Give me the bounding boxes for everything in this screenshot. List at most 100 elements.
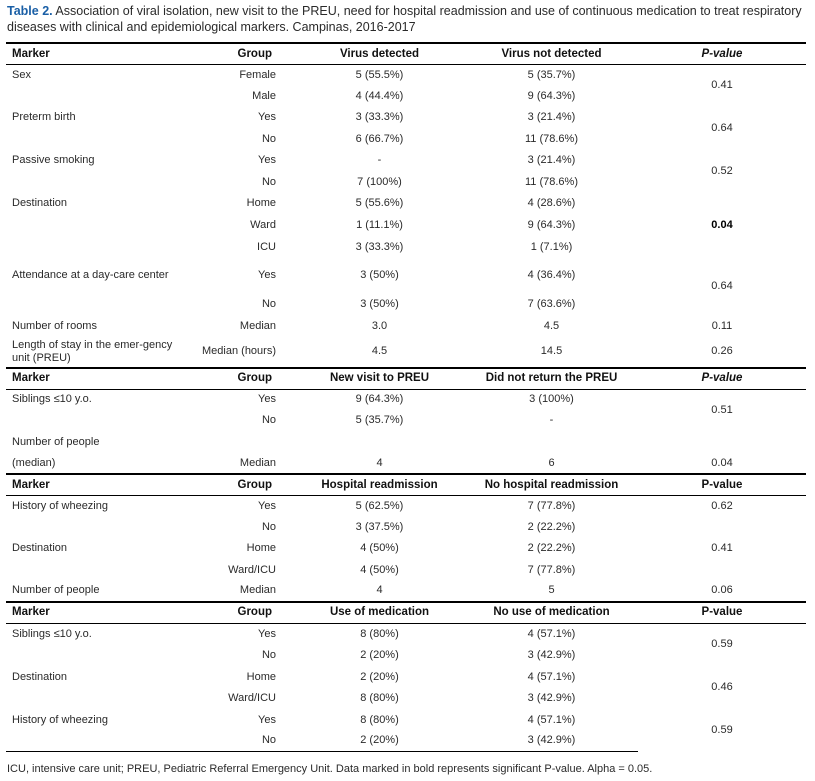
value-cell xyxy=(465,431,638,453)
marker-cell xyxy=(6,215,176,237)
header-cell: New visit to PREU xyxy=(294,366,465,390)
marker-cell xyxy=(6,517,176,538)
p-value-cell: 0.06 xyxy=(711,584,733,596)
marker-cell: Number of people xyxy=(12,435,100,448)
value-cell: 4 (28.6%) xyxy=(527,197,576,209)
table-row: No 3 (50%) 7 (63.6%) xyxy=(6,294,806,316)
section-header: Marker Group New visit to PREU Did not r… xyxy=(6,366,806,390)
table-row: (median) Median 4 6 0.04 xyxy=(6,453,806,474)
group-cell: Home xyxy=(246,542,276,554)
marker-cell: Destination xyxy=(12,542,68,554)
header-cell: P-value xyxy=(638,600,806,624)
value-cell: 4.5 xyxy=(543,319,560,332)
value-cell: 11 (78.6%) xyxy=(525,132,578,145)
group-cell: Yes xyxy=(258,111,276,123)
p-value-cell xyxy=(638,431,806,453)
marker-cell xyxy=(6,410,176,431)
value-cell: 4 xyxy=(376,456,383,469)
value-cell: 3 (50%) xyxy=(360,298,399,310)
table-row: Attendance at a day-care center Yes 3 (5… xyxy=(6,258,806,294)
p-value-cell: 0.04 xyxy=(711,218,733,231)
group-cell: Median (hours) xyxy=(202,345,276,357)
value-cell: 2 (22.2%) xyxy=(527,520,576,533)
table-row: No 2 (20%) 3 (42.9%) xyxy=(6,731,806,752)
group-cell: Median xyxy=(239,584,276,596)
marker-cell xyxy=(6,172,176,193)
caption-label: Table 2. xyxy=(7,4,53,18)
section-header: Marker Group Virus detected Virus not de… xyxy=(6,42,806,65)
value-cell: 3 (33.3%) xyxy=(355,240,404,253)
p-value-cell: 0.51 xyxy=(711,403,733,416)
table-row: Destination Home 2 (20%) 4 (57.1%) 0.46 xyxy=(6,666,806,694)
marker-cell xyxy=(6,294,176,316)
table-row: History of wheezing Yes 8 (80%) 4 (57.1%… xyxy=(6,709,806,736)
marker-cell xyxy=(6,129,176,150)
header-cell: Group xyxy=(176,473,294,496)
marker-cell: Siblings ≤10 y.o. xyxy=(12,393,92,406)
marker-cell: Preterm birth xyxy=(12,111,76,123)
marker-cell: Siblings ≤10 y.o. xyxy=(12,627,92,640)
value-cell: 3 (42.9%) xyxy=(527,692,576,704)
value-cell: 8 (80%) xyxy=(360,692,399,704)
value-cell: 8 (80%) xyxy=(360,713,399,726)
header-cell: Did not return the PREU xyxy=(465,366,638,390)
table-footnote: ICU, intensive care unit; PREU, Pediatri… xyxy=(7,763,653,775)
p-value-cell: 0.64 xyxy=(711,280,733,292)
group-cell: Yes xyxy=(258,269,276,281)
value-cell: 4 (57.1%) xyxy=(527,627,576,640)
marker-cell xyxy=(6,731,176,752)
value-cell: 4 (50%) xyxy=(360,563,399,576)
value-cell: 4 (50%) xyxy=(360,542,399,554)
value-cell: 3 (21.4%) xyxy=(527,111,576,123)
value-cell xyxy=(294,431,465,453)
value-cell: 4.5 xyxy=(371,345,388,357)
header-cell: Virus detected xyxy=(294,42,465,65)
value-cell: 9 (64.3%) xyxy=(527,89,576,102)
header-cell: Marker xyxy=(6,42,176,65)
value-cell: 2 (22.2%) xyxy=(527,542,576,554)
group-cell: Median xyxy=(239,319,276,332)
table-row: No 3 (37.5%) 2 (22.2%) xyxy=(6,517,806,538)
marker-cell: Destination xyxy=(12,670,68,683)
value-cell: 2 (20%) xyxy=(360,649,399,661)
header-cell: Marker xyxy=(6,473,176,496)
p-value-cell: 0.52 xyxy=(711,164,733,177)
value-cell: 4 (57.1%) xyxy=(527,670,576,683)
value-cell: 1 (7.1%) xyxy=(530,240,573,253)
table-row: Length of stay in the emer-gency unit (P… xyxy=(6,337,806,368)
p-value-cell: 0.41 xyxy=(711,79,733,92)
value-cell: 4 (57.1%) xyxy=(527,713,576,726)
group-cell: No xyxy=(261,132,276,145)
value-cell: 6 (66.7%) xyxy=(355,132,404,145)
table-row: Ward/ICU 8 (80%) 3 (42.9%) xyxy=(6,688,806,709)
header-cell: Group xyxy=(176,42,294,65)
group-cell: Home xyxy=(246,670,276,683)
group-cell: Ward xyxy=(250,219,276,231)
table-row: Preterm birth Yes 3 (33.3%) 3 (21.4%) 0.… xyxy=(6,107,806,134)
group-cell: Yes xyxy=(258,393,276,406)
marker-cell: Number of rooms xyxy=(12,319,97,332)
table-row: Destination Home 4 (50%) 2 (22.2%) 0.41 xyxy=(6,538,806,560)
table-row: History of wheezing Yes 5 (62.5%) 7 (77.… xyxy=(6,496,806,517)
value-cell: 14.5 xyxy=(540,345,563,357)
p-value-cell: 0.04 xyxy=(711,456,733,469)
value-cell: 1 (11.1%) xyxy=(356,219,403,231)
value-cell: 3 (21.4%) xyxy=(527,154,576,166)
header-cell: Marker xyxy=(6,366,176,390)
value-cell: 3 (33.3%) xyxy=(355,111,404,123)
value-cell: 3 (42.9%) xyxy=(527,649,576,661)
value-cell: 9 (64.3%) xyxy=(355,393,404,406)
table-row: Male 4 (44.4%) 9 (64.3%) xyxy=(6,86,806,107)
group-cell: Yes xyxy=(258,499,276,512)
p-value-cell xyxy=(638,517,806,538)
marker-cell: Destination xyxy=(12,197,68,209)
value-cell: 3 (42.9%) xyxy=(465,731,638,752)
table-row: Destination Home 5 (55.6%) 4 (28.6%) 0.0… xyxy=(6,193,806,231)
marker-cell xyxy=(6,688,176,709)
marker-cell: Passive smoking xyxy=(12,154,95,166)
marker-cell: History of wheezing xyxy=(12,713,108,726)
value-cell: 6 xyxy=(548,456,555,469)
table-row: ICU 3 (33.3%) 1 (7.1%) xyxy=(6,237,806,258)
value-cell: 4 xyxy=(376,584,383,596)
